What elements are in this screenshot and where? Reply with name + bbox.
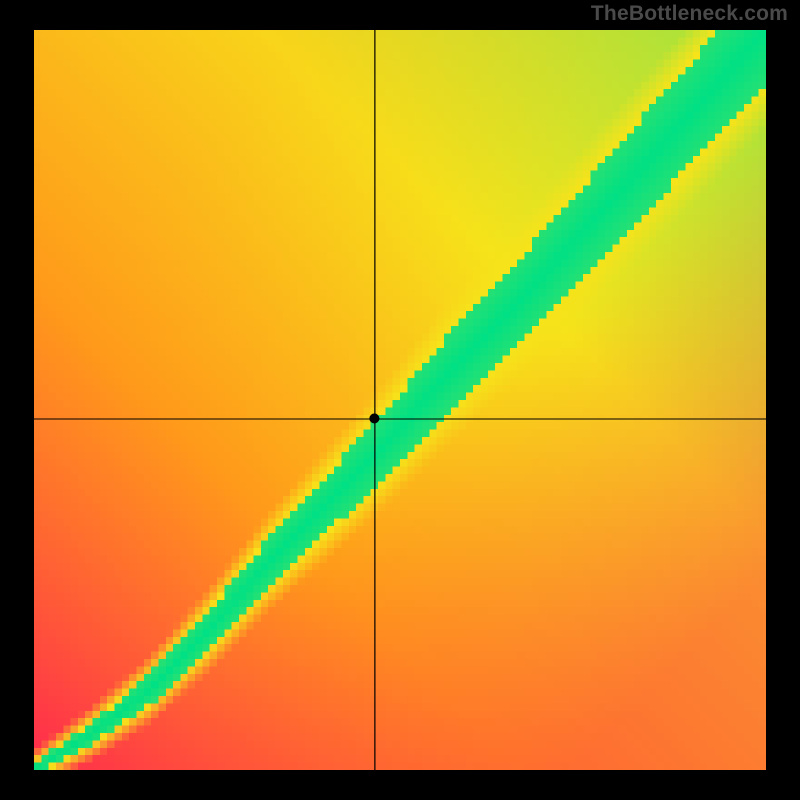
crosshair-overlay	[34, 30, 766, 770]
figure-frame: TheBottleneck.com	[0, 0, 800, 800]
watermark-text: TheBottleneck.com	[591, 2, 788, 26]
